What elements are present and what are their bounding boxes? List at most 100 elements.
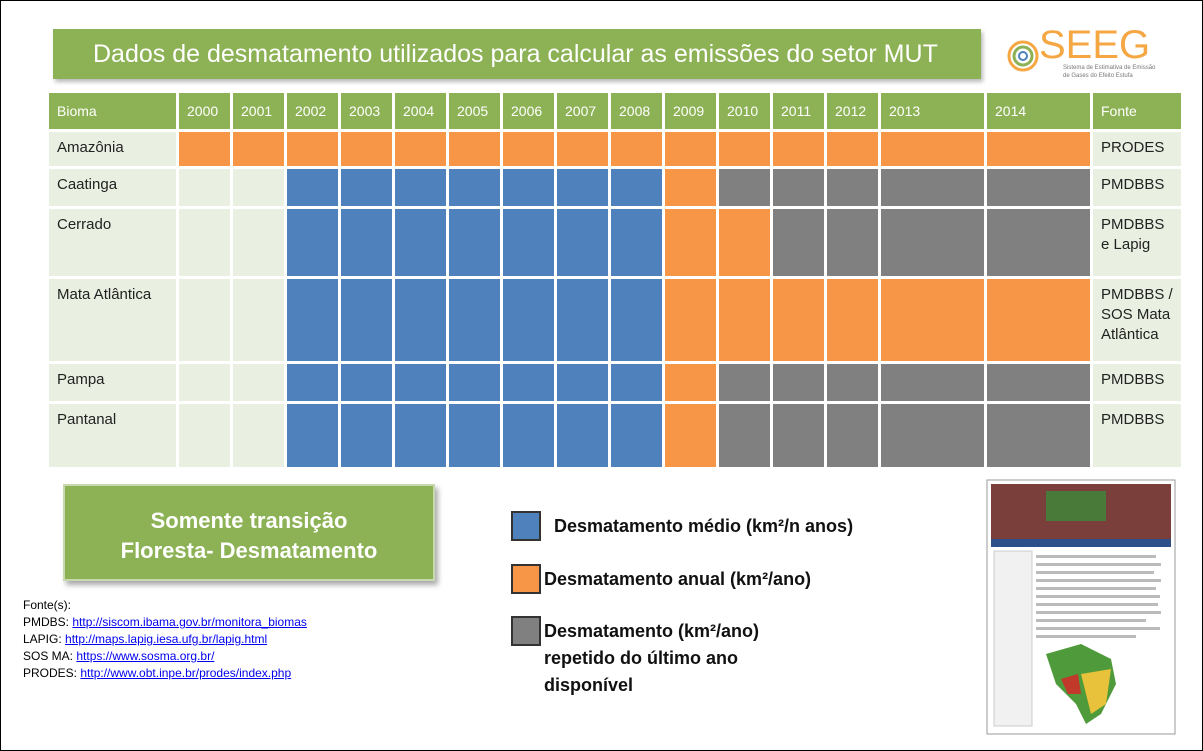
status-cell xyxy=(395,209,446,276)
source-cell: PMDBBS xyxy=(1093,404,1181,467)
status-cell xyxy=(395,364,446,401)
column-header: 2011 xyxy=(773,93,824,129)
source-link[interactable]: http://www.obt.inpe.br/prodes/index.php xyxy=(80,666,291,680)
status-cell xyxy=(665,132,716,166)
status-cell xyxy=(611,364,662,401)
status-cell xyxy=(557,364,608,401)
status-cell xyxy=(827,132,878,166)
column-header: 2006 xyxy=(503,93,554,129)
status-cell xyxy=(881,169,984,206)
status-cell xyxy=(773,279,824,361)
status-cell xyxy=(449,132,500,166)
source-link[interactable]: http://siscom.ibama.gov.br/monitora_biom… xyxy=(72,615,307,629)
row-label: Pantanal xyxy=(49,404,176,467)
source-label: PRODES: xyxy=(23,666,77,680)
legend-line: repetido do último ano xyxy=(544,645,759,672)
source-line: PMDBS: http://siscom.ibama.gov.br/monito… xyxy=(23,615,307,629)
logo-subtitle: de Gases do Efeito Estufa xyxy=(1063,73,1133,79)
source-line: PRODES: http://www.obt.inpe.br/prodes/in… xyxy=(23,666,291,680)
legend-text: Desmatamento (km²/ano)repetido do último… xyxy=(544,618,759,699)
status-cell xyxy=(449,209,500,276)
status-cell xyxy=(341,169,392,206)
source-cell: PMDBBS e Lapig xyxy=(1093,209,1181,276)
status-cell xyxy=(665,404,716,467)
status-cell xyxy=(503,169,554,206)
status-cell xyxy=(827,209,878,276)
status-cell xyxy=(449,169,500,206)
status-cell xyxy=(341,209,392,276)
legend-swatch xyxy=(511,616,541,646)
legend-line: Desmatamento médio (km²/n anos) xyxy=(554,513,853,540)
status-cell xyxy=(557,209,608,276)
status-cell xyxy=(179,404,230,467)
status-cell xyxy=(719,364,770,401)
source-cell: PMDBBS / SOS Mata Atlântica xyxy=(1093,279,1181,361)
status-cell xyxy=(719,404,770,467)
logo-ring xyxy=(1019,52,1027,60)
legend-swatch xyxy=(511,511,541,541)
status-cell xyxy=(987,279,1090,361)
status-cell xyxy=(179,169,230,206)
logo-subtitle: Sistema de Estimativa de Emissão xyxy=(1063,65,1156,71)
status-cell xyxy=(341,279,392,361)
row-label: Mata Atlântica xyxy=(49,279,176,361)
status-cell xyxy=(557,404,608,467)
status-cell xyxy=(395,169,446,206)
status-cell xyxy=(179,279,230,361)
column-header: 2005 xyxy=(449,93,500,129)
status-cell xyxy=(827,169,878,206)
legend-text: Desmatamento médio (km²/n anos) xyxy=(554,513,853,540)
status-cell xyxy=(179,132,230,166)
status-cell xyxy=(987,404,1090,467)
column-header: 2009 xyxy=(665,93,716,129)
column-header: 2002 xyxy=(287,93,338,129)
status-cell xyxy=(773,364,824,401)
status-cell xyxy=(287,132,338,166)
source-link[interactable]: http://maps.lapig.iesa.ufg.br/lapig.html xyxy=(65,632,267,646)
status-cell xyxy=(503,279,554,361)
status-cell xyxy=(987,364,1090,401)
status-cell xyxy=(987,169,1090,206)
status-cell xyxy=(503,364,554,401)
status-cell xyxy=(233,169,284,206)
logo-text: SEEG xyxy=(1039,23,1150,67)
status-cell xyxy=(287,169,338,206)
status-cell xyxy=(287,404,338,467)
status-cell xyxy=(449,279,500,361)
status-cell xyxy=(719,279,770,361)
column-header: 2001 xyxy=(233,93,284,129)
status-cell xyxy=(827,364,878,401)
row-label: Cerrado xyxy=(49,209,176,276)
status-cell xyxy=(233,209,284,276)
status-cell xyxy=(665,209,716,276)
source-label: SOS MA: xyxy=(23,649,73,663)
source-label: PMDBS: xyxy=(23,615,69,629)
status-cell xyxy=(611,169,662,206)
status-cell xyxy=(773,209,824,276)
column-header: 2004 xyxy=(395,93,446,129)
status-cell xyxy=(395,404,446,467)
note-line: Somente transição xyxy=(65,506,433,536)
row-label: Caatinga xyxy=(49,169,176,206)
status-cell xyxy=(611,404,662,467)
status-cell xyxy=(987,132,1090,166)
source-link[interactable]: https://www.sosma.org.br/ xyxy=(76,649,214,663)
legend-line: Desmatamento anual (km²/ano) xyxy=(544,566,811,593)
status-cell xyxy=(881,209,984,276)
status-cell xyxy=(233,279,284,361)
note-line: Floresta- Desmatamento xyxy=(65,536,433,566)
column-header: 2007 xyxy=(557,93,608,129)
thumb-sidebar xyxy=(994,551,1032,726)
status-cell xyxy=(719,169,770,206)
status-cell xyxy=(773,132,824,166)
column-header: 2012 xyxy=(827,93,878,129)
source-line: LAPIG: http://maps.lapig.iesa.ufg.br/lap… xyxy=(23,632,267,646)
column-header: 2013 xyxy=(881,93,984,129)
title: Dados de desmatamento utilizados para ca… xyxy=(53,29,981,79)
status-cell xyxy=(341,132,392,166)
thumb-nav xyxy=(991,539,1171,547)
status-cell xyxy=(665,364,716,401)
status-cell xyxy=(395,132,446,166)
column-header: 2010 xyxy=(719,93,770,129)
website-thumbnail xyxy=(986,479,1178,737)
